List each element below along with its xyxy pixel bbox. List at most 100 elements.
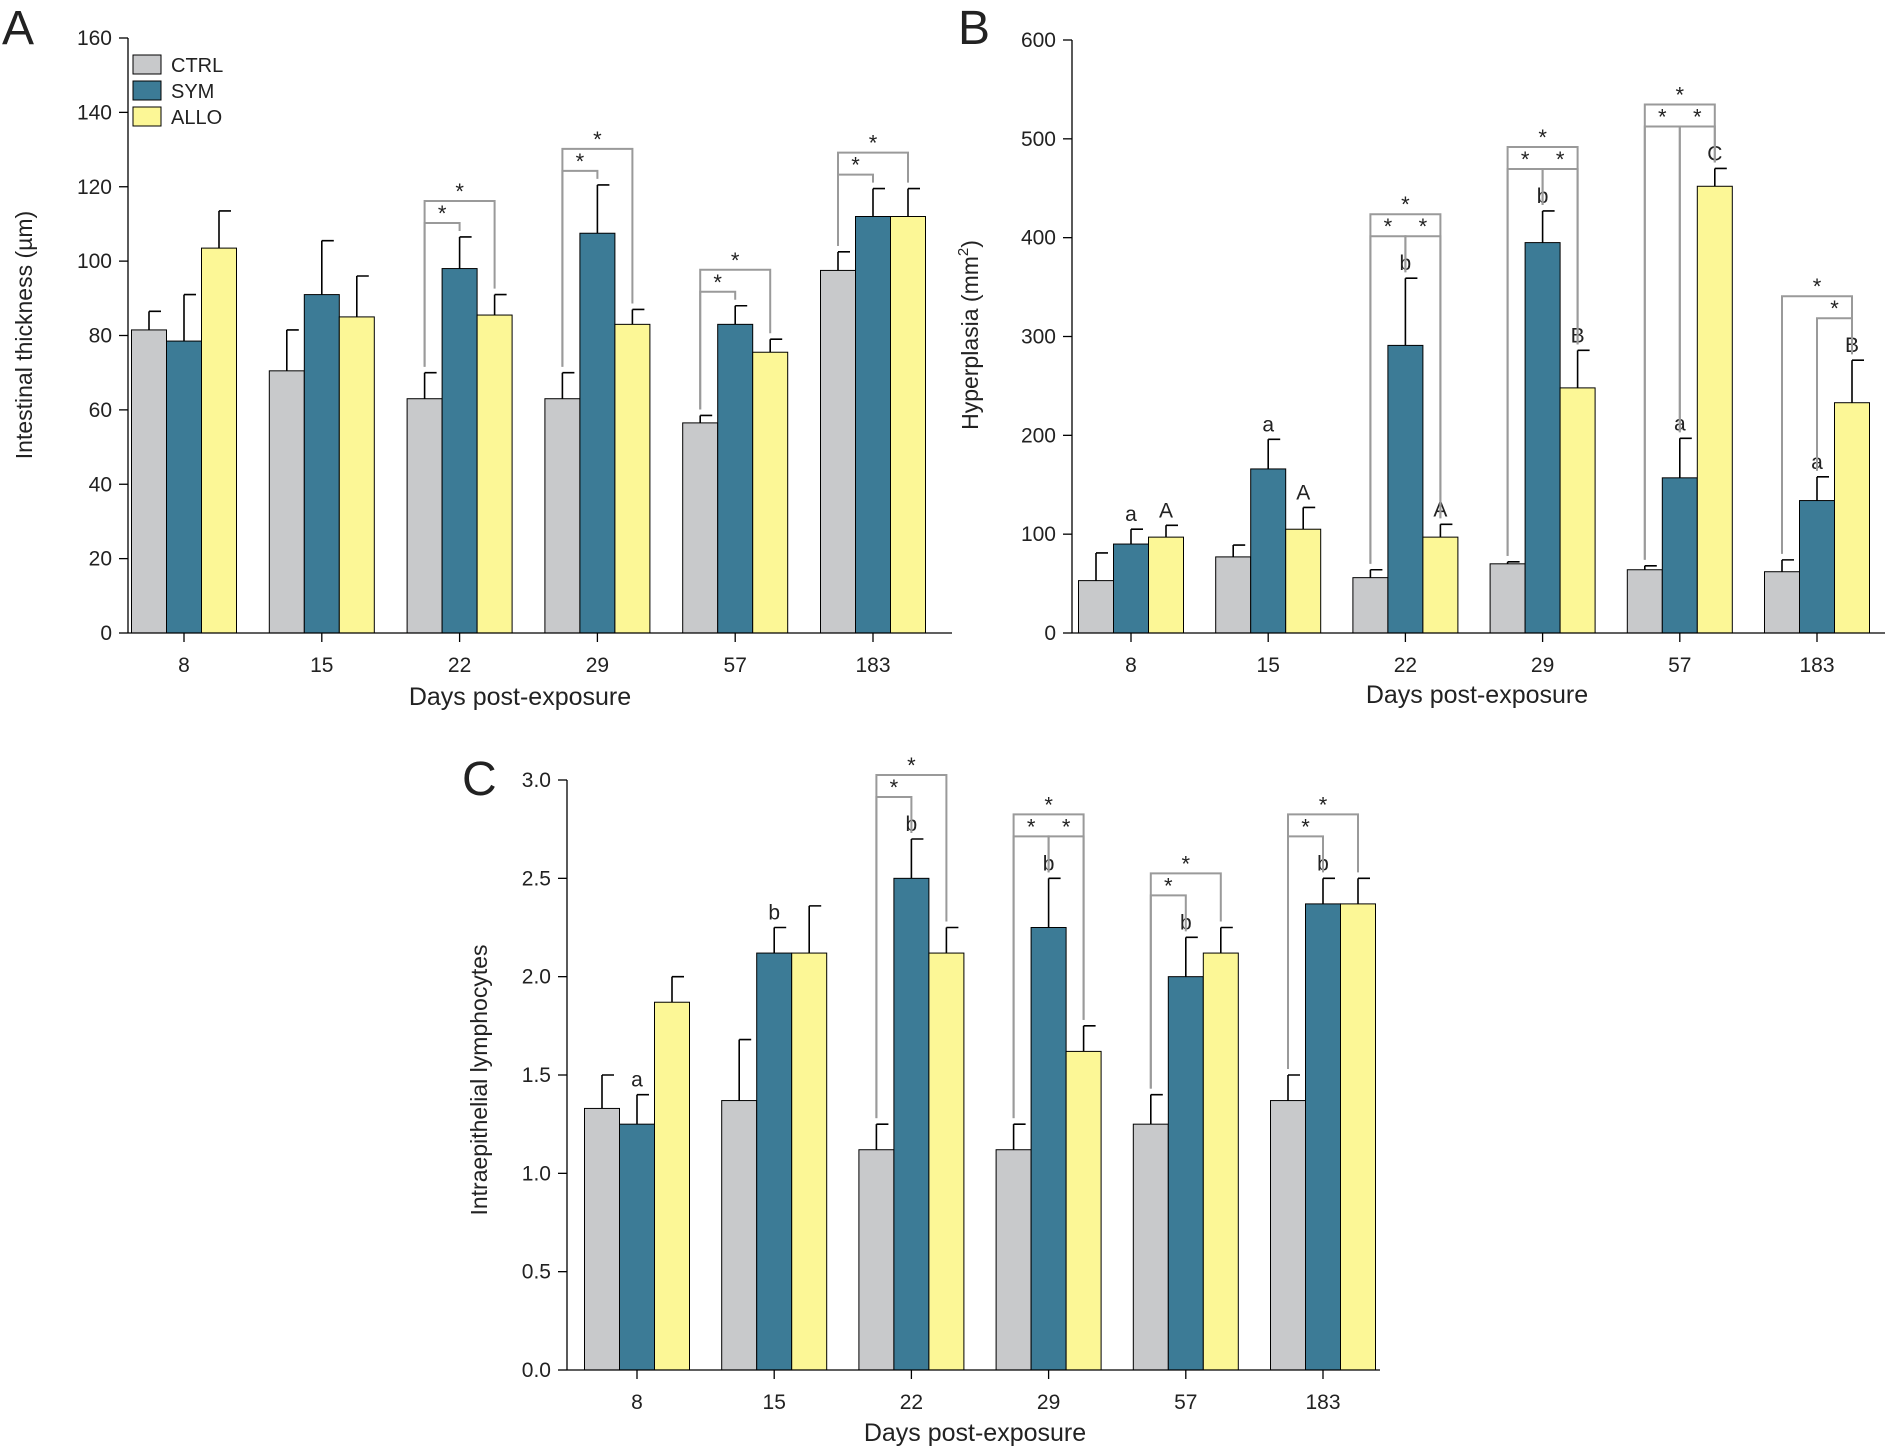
y-axis-title-a-text: Intestinal thickness (µm) — [11, 211, 37, 459]
bracket-star-c-183-0-1: * — [1301, 814, 1310, 839]
panel-c: C Intraepithelial lymphocytes Days post-… — [462, 753, 1380, 1447]
bracket-star-a-183-0-1: * — [851, 153, 860, 178]
error-bar-c-ctrl-8 — [601, 1074, 614, 1109]
x-axis-title-c: Days post-exposure — [864, 1419, 1086, 1447]
error-bar-a-sym-57 — [734, 304, 748, 325]
bar-c-allo-22 — [928, 952, 965, 1371]
error-bar-b-sym-8 — [1130, 528, 1143, 545]
error-bar-b-sym-29 — [1541, 210, 1555, 243]
legend: CTRL SYM ALLO — [132, 54, 223, 129]
bar-a-allo-22 — [476, 314, 513, 634]
bar-c-sym-29 — [1030, 927, 1067, 1371]
legend-swatch-sym — [132, 80, 162, 101]
y-axis-title-b-main: Hyperplasia (mm — [957, 256, 983, 430]
bar-a-ctrl-22 — [406, 398, 443, 634]
y-tick-label-c-1.5: 1.5 — [522, 1064, 551, 1087]
letter-c-sym-15: b — [768, 902, 780, 925]
bracket-star-a-183-0-2: * — [869, 131, 878, 156]
bar-a-allo-29 — [614, 323, 651, 634]
bar-a-sym-8 — [166, 340, 202, 634]
error-bar-b-ctrl-15 — [1232, 544, 1246, 557]
bar-c-ctrl-15 — [721, 1100, 758, 1371]
bar-c-allo-15 — [791, 952, 828, 1371]
x-tick-label-b-183: 183 — [1799, 654, 1834, 677]
bar-b-ctrl-8 — [1078, 580, 1114, 634]
error-bar-c-allo-57 — [1220, 926, 1233, 954]
bar-c-ctrl-57 — [1132, 1123, 1169, 1371]
y-tick-label-c-0.0: 0.0 — [522, 1359, 551, 1382]
bracket-b-183-0-2 — [1781, 295, 1853, 554]
error-bar-b-ctrl-29 — [1506, 561, 1520, 564]
bracket-star-b-29-0-2: * — [1538, 125, 1547, 150]
error-bar-b-sym-183 — [1816, 476, 1829, 501]
bar-b-sym-8 — [1113, 543, 1149, 634]
y-tick-label-a-80: 80 — [89, 325, 112, 348]
y-tick-label-a-120: 120 — [77, 176, 112, 199]
legend-label-ctrl: CTRL — [171, 55, 223, 77]
error-bar-a-allo-15 — [356, 275, 369, 317]
bracket-star-b-22-1-2: * — [1419, 214, 1428, 239]
error-bar-c-allo-8 — [671, 975, 684, 1003]
bar-a-sym-22 — [441, 268, 478, 634]
bracket-b-29-0-2 — [1506, 145, 1579, 556]
error-bar-c-ctrl-57 — [1150, 1093, 1163, 1125]
bar-a-allo-57 — [752, 351, 789, 634]
x-tick-label-a-15: 15 — [310, 654, 333, 677]
bracket-star-a-22-0-1: * — [438, 201, 447, 226]
x-tick-label-c-15: 15 — [763, 1391, 786, 1414]
bracket-star-b-183-0-2: * — [1813, 274, 1822, 299]
bar-b-sym-29 — [1524, 242, 1561, 634]
x-tick-label-b-15: 15 — [1257, 654, 1280, 677]
error-bar-a-sym-29 — [596, 184, 610, 234]
bracket-star-c-29-1-2: * — [1062, 814, 1071, 839]
x-tick-label-b-8: 8 — [1125, 654, 1137, 677]
x-tick-label-a-29: 29 — [586, 654, 609, 677]
x-tick-label-b-22: 22 — [1394, 654, 1417, 677]
plot-area-c: 0.00.51.01.52.02.53.08 15 22 29 57 183abbbbb*… — [522, 753, 1380, 1414]
y-axis-title-b: Hyperplasia (mm2) — [955, 240, 983, 430]
x-tick-label-a-8: 8 — [178, 654, 190, 677]
x-tick-label-c-57: 57 — [1174, 1391, 1197, 1414]
error-bar-b-allo-22 — [1439, 523, 1453, 538]
error-bar-b-sym-15 — [1267, 438, 1281, 469]
panel-label-c: C — [462, 753, 497, 806]
bar-a-allo-15 — [338, 316, 375, 634]
bar-c-ctrl-183 — [1270, 1100, 1306, 1371]
panel-label-b: B — [958, 2, 990, 55]
bracket-star-c-183-0-2: * — [1319, 792, 1328, 817]
y-axis-title-c-text: Intraepithelial lymphocytes — [466, 944, 492, 1215]
bar-a-sym-15 — [303, 294, 340, 634]
bracket-star-b-57-0-1: * — [1658, 104, 1667, 129]
y-tick-label-a-20: 20 — [89, 548, 112, 571]
bracket-star-a-29-0-1: * — [576, 149, 585, 174]
y-tick-label-b-200: 200 — [1021, 424, 1056, 447]
bar-a-sym-57 — [717, 323, 754, 634]
bar-a-sym-183 — [855, 216, 891, 634]
bar-c-allo-8 — [654, 1001, 690, 1371]
error-bar-b-allo-29 — [1576, 349, 1590, 388]
y-tick-label-a-60: 60 — [89, 399, 112, 422]
error-bar-b-allo-15 — [1302, 506, 1316, 530]
bracket-star-c-29-0-2: * — [1044, 792, 1053, 817]
bar-b-sym-15 — [1250, 468, 1287, 634]
error-bar-a-ctrl-29 — [561, 371, 575, 399]
panel-b: B Hyperplasia (mm2) Days post-exposure 0… — [955, 2, 1885, 709]
error-bar-a-ctrl-183 — [837, 251, 850, 271]
error-bar-a-ctrl-15 — [286, 329, 299, 371]
bar-b-sym-57 — [1661, 477, 1698, 634]
bar-c-sym-22 — [893, 877, 930, 1371]
bar-c-sym-15 — [756, 952, 793, 1371]
letter-b-allo-15: A — [1296, 481, 1310, 504]
error-bar-b-ctrl-22 — [1369, 568, 1383, 578]
bracket-a-57-0-2 — [699, 268, 772, 410]
x-tick-label-c-8: 8 — [631, 1391, 643, 1414]
error-bar-b-ctrl-183 — [1781, 559, 1794, 572]
error-bar-c-sym-8 — [636, 1093, 649, 1125]
error-bar-b-allo-8 — [1165, 524, 1178, 538]
bar-b-ctrl-22 — [1352, 577, 1389, 634]
bar-a-allo-183 — [890, 216, 926, 634]
error-bar-b-allo-183 — [1851, 359, 1864, 403]
y-tick-label-b-0: 0 — [1044, 622, 1056, 645]
y-axis-title-b-text: Hyperplasia (mm2) — [955, 240, 983, 430]
bracket-star-b-57-0-2: * — [1676, 82, 1685, 107]
